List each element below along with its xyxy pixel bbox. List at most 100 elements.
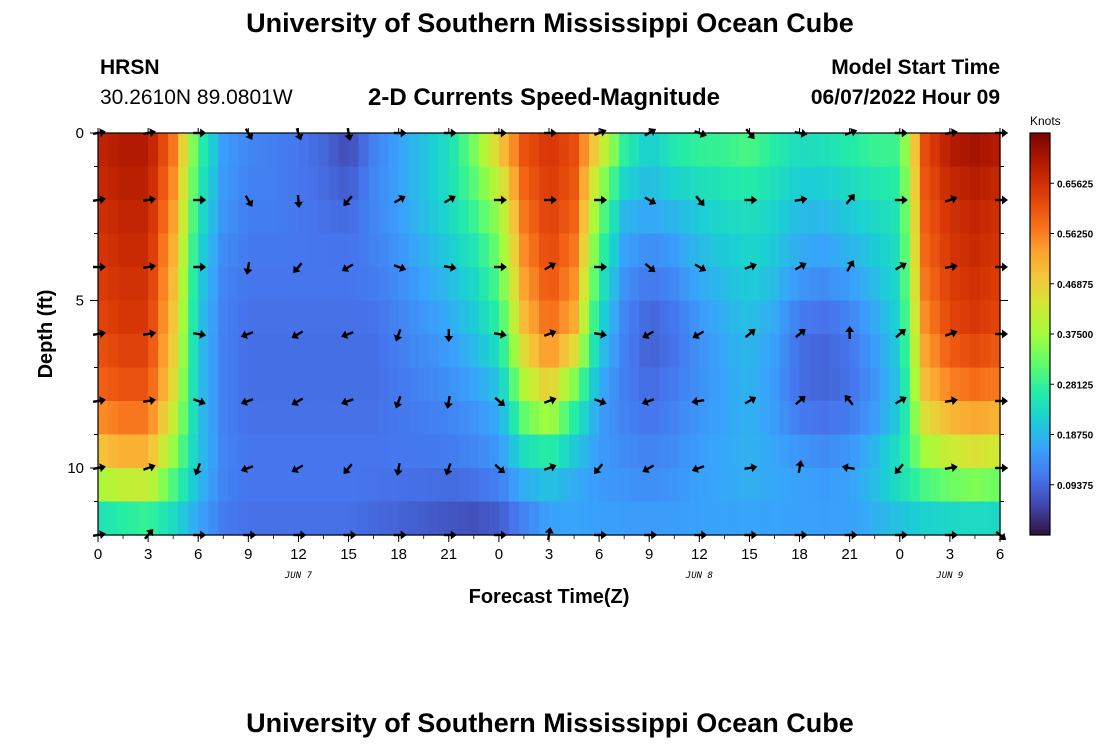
heatmap-cell bbox=[278, 468, 290, 503]
colorbar-units: Knots bbox=[1030, 114, 1061, 128]
heatmap-cell bbox=[949, 434, 961, 469]
heatmap-cell bbox=[819, 434, 831, 469]
heatmap-cell bbox=[388, 233, 400, 268]
heatmap-cell bbox=[108, 300, 119, 335]
heatmap-cell bbox=[699, 434, 710, 469]
heatmap-cell bbox=[178, 367, 189, 402]
y-axis-label: Depth (ft) bbox=[35, 290, 57, 379]
x-tick-label: 3 bbox=[545, 546, 553, 563]
heatmap-cell bbox=[829, 133, 841, 168]
heatmap-cell bbox=[969, 401, 981, 436]
heatmap-cell bbox=[809, 401, 821, 436]
heatmap-cell bbox=[729, 401, 741, 436]
heatmap-cell bbox=[418, 166, 430, 201]
heatmap-cell bbox=[118, 200, 129, 235]
current-arrow bbox=[243, 261, 253, 275]
heatmap-cell bbox=[759, 200, 771, 235]
heatmap-cell bbox=[579, 133, 590, 168]
heatmap-cell bbox=[889, 434, 901, 469]
heatmap-cell bbox=[559, 233, 570, 268]
current-arrow bbox=[193, 195, 207, 205]
heatmap-cell bbox=[599, 434, 610, 469]
arrow-head bbox=[341, 397, 349, 406]
heatmap-cell bbox=[198, 300, 209, 335]
heatmap-cell bbox=[198, 401, 209, 436]
heatmap-cell bbox=[128, 200, 139, 235]
heatmap-cell bbox=[799, 166, 811, 201]
heatmap-cell bbox=[969, 200, 981, 235]
heatmap-cell bbox=[909, 367, 921, 402]
current-arrow bbox=[694, 263, 707, 272]
heatmap-cell bbox=[118, 501, 129, 536]
arrow-head bbox=[599, 397, 607, 406]
heatmap-cell bbox=[458, 334, 470, 369]
heatmap-cell bbox=[358, 334, 370, 369]
current-arrow bbox=[543, 329, 557, 338]
current-arrow bbox=[794, 328, 806, 339]
heatmap-cell bbox=[158, 133, 169, 168]
heatmap-cell bbox=[559, 267, 570, 302]
heatmap-cell bbox=[719, 401, 730, 436]
heatmap-cell bbox=[298, 133, 310, 168]
heatmap-cell bbox=[599, 501, 610, 536]
heatmap-cell bbox=[268, 401, 279, 436]
heatmap-cell bbox=[919, 468, 931, 503]
heatmap-cell bbox=[709, 434, 720, 469]
heatmap-cell bbox=[879, 166, 891, 201]
heatmap-cell bbox=[118, 401, 129, 436]
heatmap-cell bbox=[198, 133, 209, 168]
heatmap-cell bbox=[518, 501, 530, 536]
heatmap-cell bbox=[669, 468, 680, 503]
heatmap-cell bbox=[809, 200, 821, 235]
heatmap-cell bbox=[538, 267, 550, 302]
current-arrow bbox=[794, 395, 806, 406]
heatmap-cell bbox=[789, 334, 801, 369]
heatmap-cell bbox=[989, 233, 1001, 268]
arrow-head bbox=[449, 262, 457, 272]
heatmap-cell bbox=[248, 334, 259, 369]
arrow-head bbox=[393, 469, 403, 476]
heatmap-cell bbox=[899, 401, 911, 436]
heatmap-cell bbox=[579, 367, 590, 402]
current-arrow bbox=[642, 330, 655, 339]
heatmap-cell bbox=[929, 501, 941, 536]
heatmap-cell bbox=[118, 334, 129, 369]
heatmap-cell bbox=[629, 200, 640, 235]
heatmap-cell bbox=[549, 200, 560, 235]
heatmap-cell bbox=[358, 401, 370, 436]
arrow-head bbox=[898, 328, 906, 337]
arrow-head bbox=[951, 262, 958, 272]
heatmap-cell bbox=[619, 434, 630, 469]
heatmap-cell bbox=[839, 267, 851, 302]
arrow-head bbox=[795, 460, 805, 467]
heatmap-cell bbox=[849, 233, 861, 268]
arrow-head bbox=[497, 465, 506, 474]
heatmap-cell bbox=[759, 434, 771, 469]
heatmap-cell bbox=[108, 434, 119, 469]
heatmap-cell bbox=[619, 334, 630, 369]
heatmap-cell bbox=[428, 401, 440, 436]
heatmap-cell bbox=[328, 267, 340, 302]
heatmap-cell bbox=[799, 434, 811, 469]
heatmap-cell bbox=[278, 233, 290, 268]
heatmap-cell bbox=[368, 133, 380, 168]
heatmap-cell bbox=[679, 367, 690, 402]
arrow-head bbox=[443, 468, 453, 476]
heatmap-cell bbox=[799, 233, 811, 268]
heatmap-cell bbox=[418, 300, 430, 335]
heatmap-cell bbox=[348, 267, 360, 302]
heatmap-cell bbox=[879, 267, 891, 302]
arrow-head bbox=[699, 129, 707, 138]
heatmap-cell bbox=[939, 200, 951, 235]
heatmap-cell bbox=[308, 233, 320, 268]
heatmap-cell bbox=[969, 267, 981, 302]
station-name: HRSN bbox=[100, 56, 160, 79]
heatmap-cell bbox=[388, 367, 400, 402]
heatmap-cell bbox=[458, 367, 470, 402]
heatmap-cell bbox=[138, 133, 149, 168]
current-arrow bbox=[294, 194, 304, 208]
heatmap-cell bbox=[729, 501, 741, 536]
date-label: JUN 9 bbox=[935, 571, 963, 581]
x-tick-label: 12 bbox=[691, 546, 708, 563]
heatmap-cell bbox=[438, 401, 450, 436]
